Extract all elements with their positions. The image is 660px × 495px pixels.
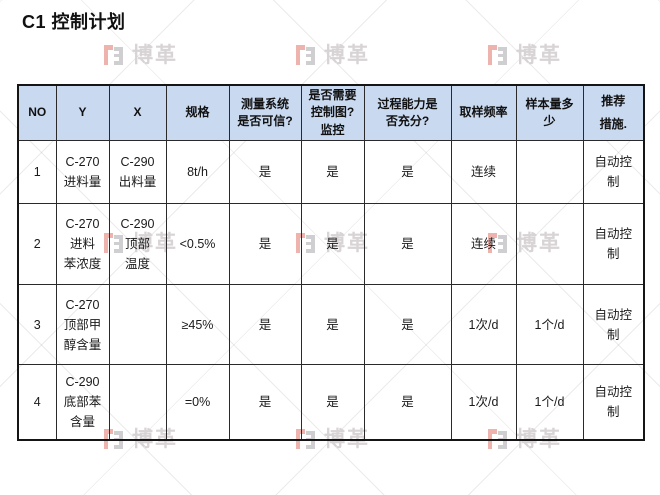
cell-capability: 是: [363, 203, 452, 286]
cell-spec: <0.5%: [165, 203, 230, 286]
cell-capability: 是: [363, 140, 452, 205]
col-header-x: X: [108, 84, 167, 142]
page-title: C1 控制计划: [22, 12, 126, 32]
cell-action: 自动控 制: [582, 203, 645, 286]
cell-no: 4: [17, 364, 57, 441]
cell-action: 自动控 制: [582, 284, 645, 366]
cell-x: [108, 364, 167, 441]
cell-no: 2: [17, 203, 57, 286]
cell-action: 自动控 制: [582, 140, 645, 205]
table-row: 3 C-270 顶部甲 醇含量 ≥45% 是 是 是 1次/d 1个/d 自动控…: [17, 284, 645, 366]
col-header-y: Y: [55, 84, 110, 142]
cell-y: C-270 进料量: [55, 140, 110, 205]
col-header-no: NO: [17, 84, 57, 142]
col-header-freq: 取样频率: [450, 84, 517, 142]
cell-sample: 1个/d: [515, 284, 584, 366]
cell-capability: 是: [363, 364, 452, 441]
cell-no: 3: [17, 284, 57, 366]
cell-msa: 是: [228, 140, 302, 205]
table-row: 4 C-290 底部苯 含量 =0% 是 是 是 1次/d 1个/d 自动控 制: [17, 364, 645, 441]
cell-no: 1: [17, 140, 57, 205]
cell-chart: 是: [300, 140, 365, 205]
cell-msa: 是: [228, 203, 302, 286]
cell-sample: [515, 140, 584, 205]
cell-freq: 连续: [450, 203, 517, 286]
cell-freq: 1次/d: [450, 284, 517, 366]
col-header-sample: 样本量多 少: [515, 84, 584, 142]
cell-msa: 是: [228, 364, 302, 441]
cell-msa: 是: [228, 284, 302, 366]
cell-freq: 连续: [450, 140, 517, 205]
col-header-spec: 规格: [165, 84, 230, 142]
cell-spec: =0%: [165, 364, 230, 441]
cell-x: C-290 出料量: [108, 140, 167, 205]
table-row: 1 C-270 进料量 C-290 出料量 8t/h 是 是 是 连续 自动控 …: [17, 140, 645, 205]
cell-y: C-290 底部苯 含量: [55, 364, 110, 441]
cell-x: [108, 284, 167, 366]
cell-capability: 是: [363, 284, 452, 366]
cell-chart: 是: [300, 364, 365, 441]
col-header-action: 推荐 措施.: [582, 84, 645, 142]
cell-y: C-270 顶部甲 醇含量: [55, 284, 110, 366]
cell-freq: 1次/d: [450, 364, 517, 441]
cell-chart: 是: [300, 203, 365, 286]
table-header-row: NO Y X 规格 测量系统 是否可信? 是否需要 控制图? 监控 过程能力是 …: [17, 84, 645, 142]
cell-spec: ≥45%: [165, 284, 230, 366]
col-header-chart: 是否需要 控制图? 监控: [300, 84, 365, 142]
cell-spec: 8t/h: [165, 140, 230, 205]
col-header-msa: 测量系统 是否可信?: [228, 84, 302, 142]
cell-y: C-270 进料 苯浓度: [55, 203, 110, 286]
cell-action: 自动控 制: [582, 364, 645, 441]
cell-sample: [515, 203, 584, 286]
table-row: 2 C-270 进料 苯浓度 C-290 顶部 温度 <0.5% 是 是 是 连…: [17, 203, 645, 286]
cell-chart: 是: [300, 284, 365, 366]
control-plan-table: NO Y X 规格 测量系统 是否可信? 是否需要 控制图? 监控 过程能力是 …: [17, 84, 645, 441]
cell-sample: 1个/d: [515, 364, 584, 441]
col-header-capability: 过程能力是 否充分?: [363, 84, 452, 142]
cell-x: C-290 顶部 温度: [108, 203, 167, 286]
